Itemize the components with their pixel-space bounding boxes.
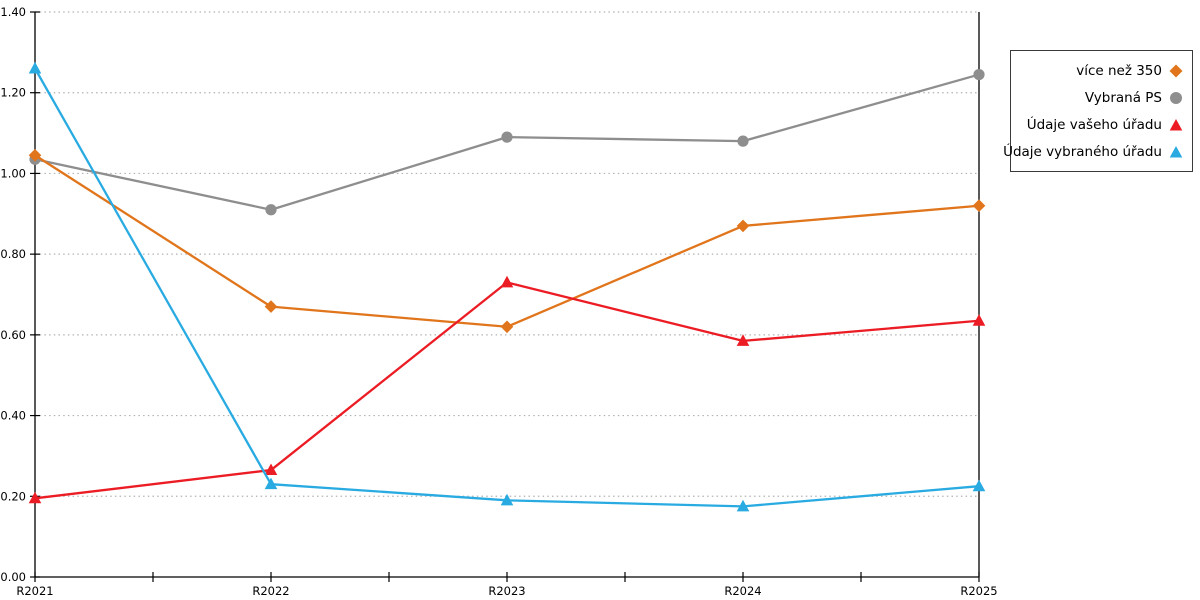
data-point-marker [500,275,514,288]
data-point-marker [736,499,750,512]
legend-item: Vybraná PS [1017,85,1183,111]
legend-item: Údaje vašeho úřadu [1017,112,1183,138]
data-point-marker [264,477,278,490]
y-tick-label: 0.60 [0,328,26,342]
y-tick-label: 0.80 [0,247,26,261]
x-tick-label: R2022 [252,584,289,598]
y-tick-label: 1.20 [0,86,26,100]
data-point-marker [972,199,986,213]
legend: více než 350 Vybraná PS Údaje vašeho úřa… [1003,50,1193,172]
series-line [33,281,981,500]
data-point-marker [28,148,42,162]
series-line [33,154,981,328]
x-tick-label: R2025 [960,584,997,598]
data-point-marker [264,300,278,313]
data-point-marker [736,219,750,233]
y-tick-label: 0.20 [0,489,26,503]
x-tick-label: R2023 [488,584,525,598]
legend-label: Údaje vašeho úřadu [1026,116,1162,133]
y-tick-label: 1.40 [0,5,26,19]
data-point-marker [972,479,986,492]
legend-label: Údaje vybraného úřadu [1003,143,1162,160]
circle-marker-icon [1170,91,1182,104]
x-tick-label: R2021 [16,584,53,598]
triangle-marker-icon [1169,118,1183,130]
data-point-marker [736,334,750,346]
data-point-marker [28,491,42,504]
data-point-marker [972,314,986,326]
data-point-marker [265,204,277,216]
y-tick-label: 0.00 [0,570,26,584]
legend-item: Údaje vybraného úřadu [1003,139,1183,165]
data-point-marker [500,320,514,334]
triangle-marker-icon [1169,145,1183,157]
diamond-marker-icon [1169,64,1183,77]
data-point-marker [28,61,42,74]
data-point-marker [501,131,513,143]
data-point-marker [500,493,514,506]
y-tick-label: 0.40 [0,409,26,423]
data-point-marker [973,68,985,81]
x-tick-label: R2024 [724,584,761,598]
legend-label: Vybraná PS [1084,89,1162,106]
data-point-marker [264,463,278,476]
legend-item: více než 350 [1017,58,1183,84]
legend-label: více než 350 [1076,62,1162,79]
y-tick-label: 1.00 [0,166,26,180]
data-point-marker [737,135,749,147]
